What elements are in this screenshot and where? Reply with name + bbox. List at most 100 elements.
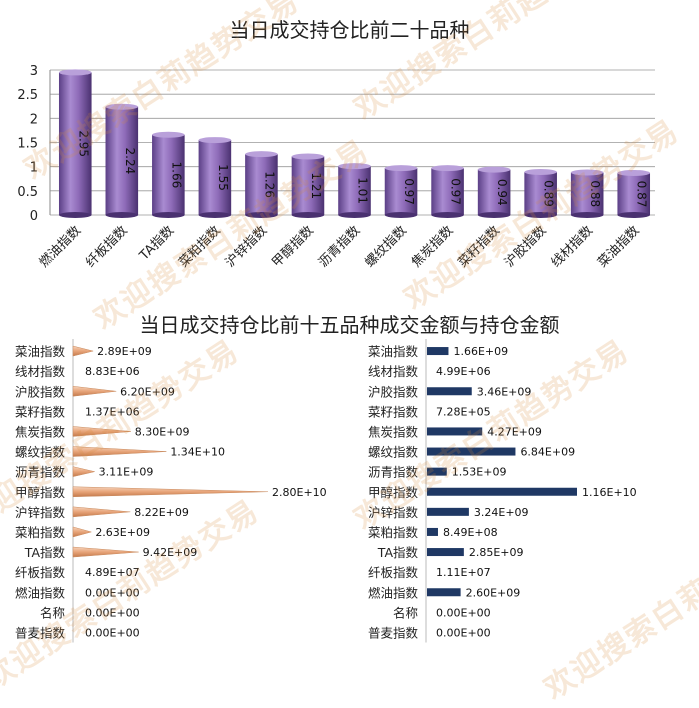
bar-data-label: 3.24E+09 <box>474 506 529 519</box>
bar-top <box>338 163 371 170</box>
bar <box>72 446 167 457</box>
category-label: 菜油指数 <box>15 344 66 359</box>
bar-data-label: 0.00E+00 <box>85 606 140 619</box>
x-tick-label: 纤板指数 <box>83 223 130 270</box>
category-label: 菜籽指数 <box>368 404 419 419</box>
bar-data-label: 8.22E+09 <box>134 506 189 519</box>
bar-data-label: 1.66 <box>169 162 183 189</box>
bar <box>72 546 139 558</box>
bar-top <box>617 169 651 176</box>
bar-data-label: 0.00E+00 <box>85 626 140 639</box>
bar-data-label: 7.28E+05 <box>436 405 491 418</box>
bar-top <box>384 165 418 172</box>
bar <box>72 426 131 437</box>
bar <box>384 168 418 215</box>
x-tick-label: 菜粕指数 <box>176 223 223 270</box>
bar-base <box>152 212 185 218</box>
bar <box>72 526 93 538</box>
category-label: 沪胶指数 <box>15 384 66 399</box>
bar-data-label: 0.89 <box>542 180 556 207</box>
bar-data-label: 6.84E+09 <box>520 446 575 459</box>
x-tick-label: 甲醇指数 <box>269 223 317 271</box>
bottom-chart-title: 当日成交持仓比前十五品种成交金额与持仓金额 <box>139 313 560 337</box>
category-label: 沪锌指数 <box>15 505 66 520</box>
bar-data-label: 0.97 <box>402 178 416 205</box>
bar <box>72 466 95 477</box>
category-label: 燃油指数 <box>368 585 419 600</box>
category-label: 沥青指数 <box>368 465 419 480</box>
bar-base <box>105 212 139 218</box>
y-tick-label: 1.5 <box>17 137 38 152</box>
bar-data-label: 2.95 <box>76 130 90 157</box>
bar-top <box>431 165 464 172</box>
bar <box>427 487 577 496</box>
category-label: 普麦指数 <box>15 625 66 640</box>
top-chart-title: 当日成交持仓比前二十品种 <box>229 18 470 42</box>
bar-top <box>291 153 325 160</box>
category-label: 线材指数 <box>15 364 66 379</box>
top-bar-chart: 0 0.5 1 1.5 2 2.5 3 2.95 燃油指数 2.24 纤板指数 1.66 TA指数 1.5… <box>17 64 655 271</box>
category-label: 焦炭指数 <box>368 424 419 439</box>
bar <box>72 486 269 498</box>
bar-data-label: 4.27E+09 <box>487 425 542 438</box>
x-tick-label: 沪锌指数 <box>222 223 270 271</box>
bar-data-label: 0.94 <box>495 179 509 206</box>
bar-base <box>58 212 92 218</box>
bar <box>570 172 604 215</box>
x-tick-label: 菜油指数 <box>595 223 642 270</box>
bar-data-label: 1.66E+09 <box>453 345 508 358</box>
bar-base <box>384 212 418 218</box>
x-tick-label: 线材指数 <box>549 223 596 270</box>
bar-base <box>431 212 464 218</box>
bar-top <box>524 168 557 175</box>
x-tick-label: TA指数 <box>136 223 177 264</box>
bar-data-label: 0.00E+00 <box>436 626 491 639</box>
bar-data-label: 2.60E+09 <box>466 586 521 599</box>
bottom-bar-chart: 菜油指数 2.89E+09 线材指数 8.83E+06 沪胶指数 6.20E+09 菜籽指数… <box>15 339 637 643</box>
x-tick-label: 燃油指数 <box>36 223 84 271</box>
bar-base <box>198 212 232 218</box>
bar-data-label: 8.83E+06 <box>85 365 140 378</box>
bar-data-label: 1.37E+06 <box>85 405 140 418</box>
category-label: 纤板指数 <box>15 565 66 580</box>
bar <box>427 527 438 536</box>
bar-base <box>570 212 604 218</box>
y-tick-label: 0 <box>30 209 38 224</box>
bar-data-label: 1.11E+07 <box>436 566 491 579</box>
bar-data-label: 2.63E+09 <box>95 526 150 539</box>
bar <box>291 156 325 215</box>
category-label: 普麦指数 <box>368 625 419 640</box>
y-tick-label: 3 <box>30 64 38 79</box>
category-label: 菜粕指数 <box>15 525 66 540</box>
bar <box>427 447 516 456</box>
bar-data-label: 1.16E+10 <box>582 486 637 499</box>
bar <box>427 548 464 557</box>
bar <box>427 588 461 597</box>
bar <box>427 427 483 436</box>
bar-data-label: 2.24 <box>123 148 137 175</box>
bar-top <box>58 69 92 76</box>
category-label: 名称 <box>40 605 65 620</box>
bar-data-label: 1.53E+09 <box>452 466 507 479</box>
bar-data-label: 1.01 <box>356 177 370 204</box>
category-label: 螺纹指数 <box>368 445 419 460</box>
bar-base <box>291 212 325 218</box>
bar-data-label: 2.85E+09 <box>469 546 524 559</box>
bar <box>72 345 94 357</box>
bar <box>617 172 651 215</box>
bar <box>427 467 447 476</box>
bar-data-label: 0.00E+00 <box>85 586 140 599</box>
bar <box>72 385 117 397</box>
bar <box>198 140 232 215</box>
y-tick-label: 2 <box>30 112 38 127</box>
category-label: 菜油指数 <box>368 344 419 359</box>
category-label: 纤板指数 <box>368 565 419 580</box>
x-tick-label: 焦炭指数 <box>409 223 456 270</box>
bar-data-label: 3.46E+09 <box>477 385 532 398</box>
bar-data-label: 8.49E+08 <box>443 526 498 539</box>
bar-data-label: 1.21 <box>309 172 323 199</box>
bar <box>477 169 511 215</box>
bar-base <box>338 212 371 218</box>
bar-base <box>245 212 278 218</box>
y-tick-label: 0.5 <box>17 185 38 200</box>
